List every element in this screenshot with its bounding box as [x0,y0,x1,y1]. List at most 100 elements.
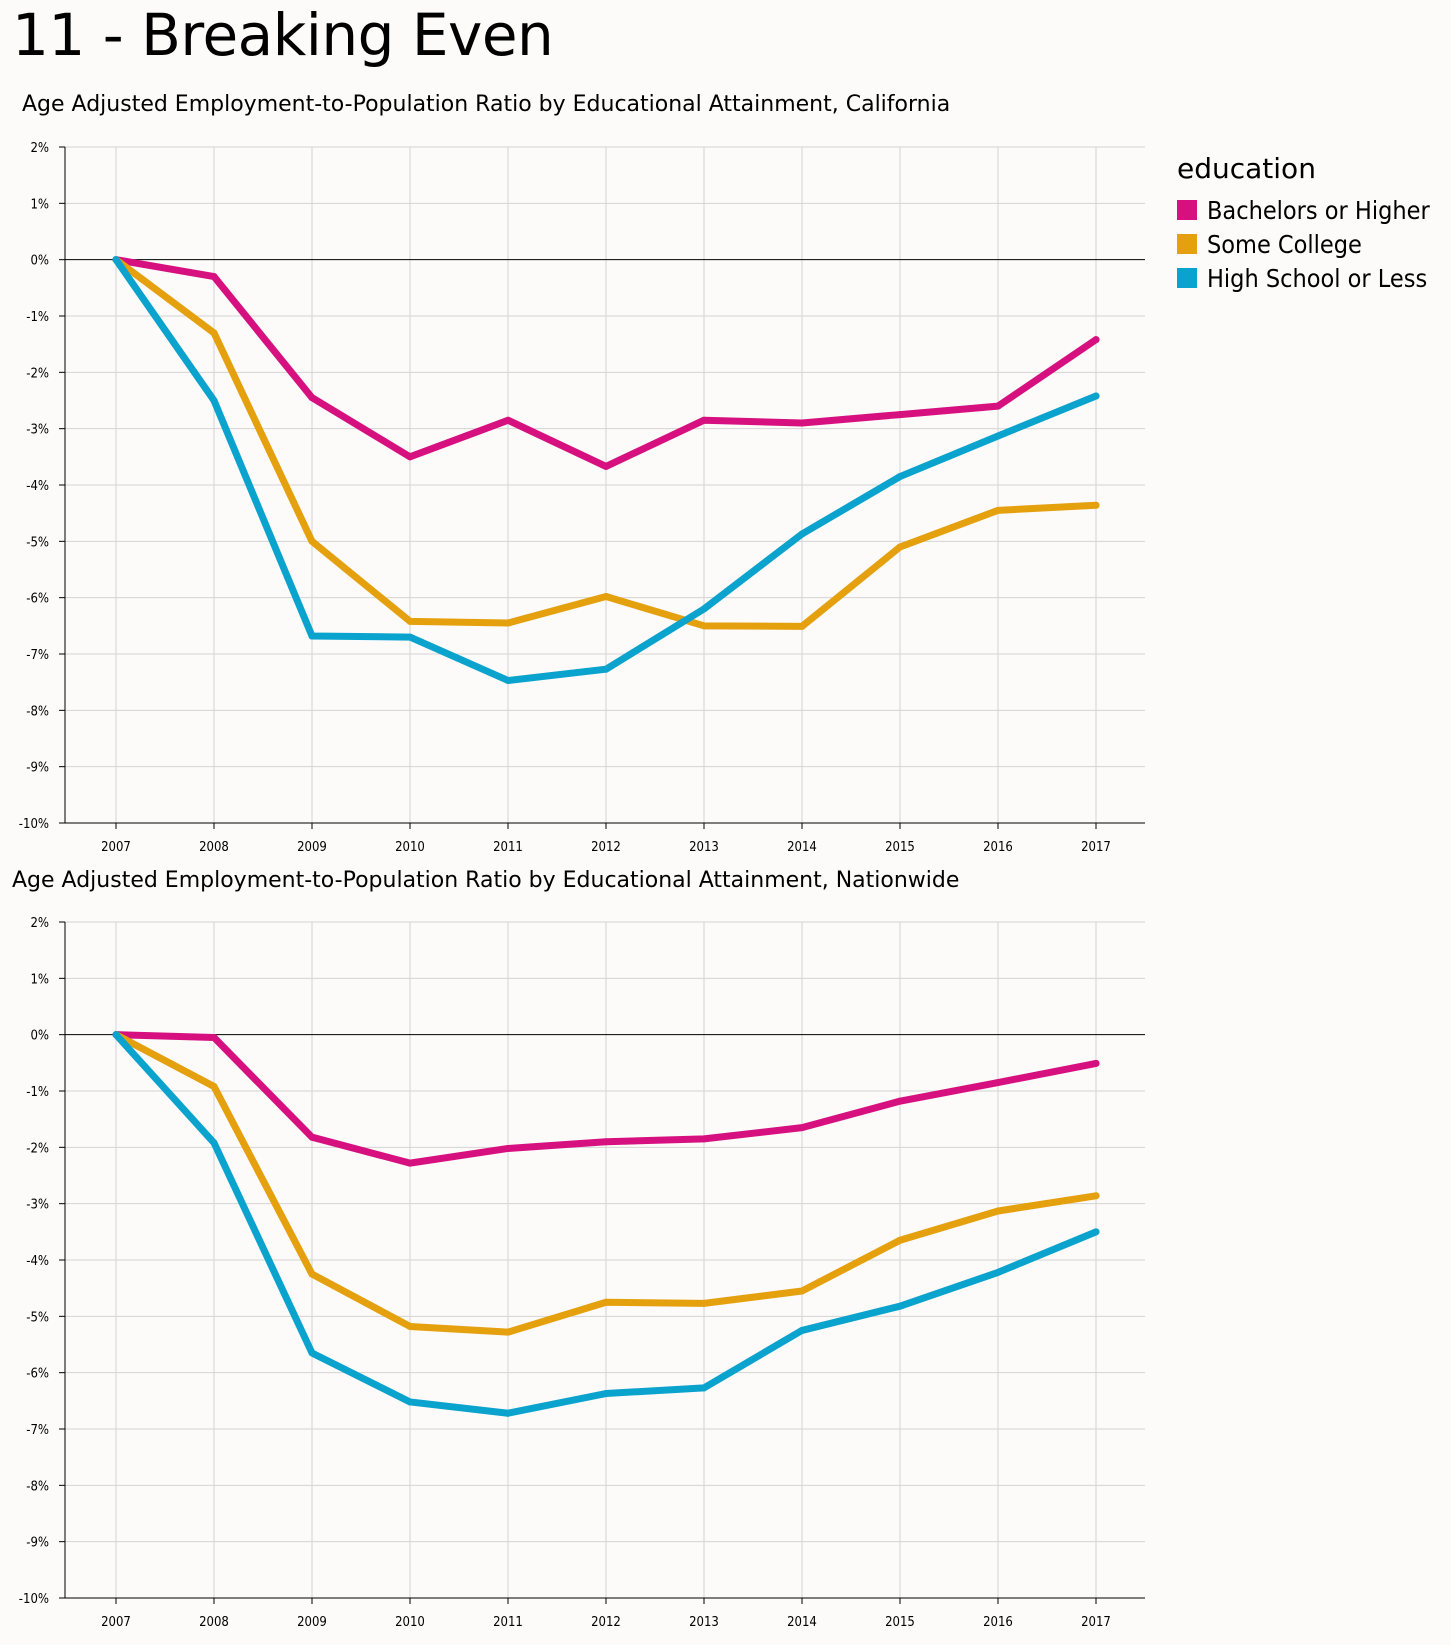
data-point-bachelors-or-higher [700,1135,708,1143]
x-tick-label: 2013 [689,840,719,855]
data-point-high-school-or-less [896,1302,904,1310]
legend-item-high-school: High School or Less [1177,261,1430,295]
x-tick-label: 2009 [297,1615,327,1630]
data-point-bachelors-or-higher [308,394,316,402]
x-tick-label: 2011 [493,840,523,855]
y-tick-label: -7% [26,648,49,663]
y-tick-label: -9% [26,1536,49,1551]
y-tick-label: 2% [30,141,49,156]
x-tick-label: 2012 [591,1615,621,1630]
y-tick-label: -5% [26,1310,49,1325]
y-tick-label: 1% [30,972,49,987]
data-point-some-college [896,1236,904,1244]
y-tick-label: -2% [26,1141,49,1156]
y-tick-label: -3% [26,423,49,438]
page-title: 11 - Breaking Even [12,1,554,69]
line-chart-california: 2% 1% 0% -1% -2% -3% -4% -5% -6% -7% -8% -9% -10% 200… [19,141,1145,855]
y-tick-label: -9% [26,761,49,776]
y-tick-label: -10% [19,817,49,832]
data-point-some-college [504,619,512,627]
data-point-bachelors-or-higher [602,1138,610,1146]
data-point-bachelors-or-higher [406,1159,414,1167]
data-point-some-college [1092,501,1100,509]
data-point-high-school-or-less [504,676,512,684]
data-point-bachelors-or-higher [798,1124,806,1132]
data-point-bachelors-or-higher [210,1033,218,1041]
y-tick-label: -4% [26,479,49,494]
data-point-bachelors-or-higher [504,416,512,424]
data-point-high-school-or-less [798,530,806,538]
legend-item-bachelors: Bachelors or Higher [1177,193,1430,227]
data-point-high-school-or-less [406,1398,414,1406]
line-chart-nationwide: 2% 1% 0% -1% -2% -3% -4% -5% -6% -7% -8% -9% -10% 200… [19,916,1145,1630]
data-point-high-school-or-less [994,1268,1002,1276]
y-tick-label: -6% [26,1367,49,1382]
data-point-high-school-or-less [210,397,218,404]
legend: education Bachelors or Higher Some Colle… [1177,152,1430,295]
data-point-some-college [700,622,708,630]
y-tick-label: -3% [26,1198,49,1213]
legend-title: education [1177,152,1316,185]
y-tick-label: 0% [30,1029,49,1044]
data-point-high-school-or-less [210,1139,218,1147]
y-tick-label: 2% [30,916,49,931]
x-tick-label: 2013 [689,1615,719,1630]
data-point-bachelors-or-higher [994,1079,1002,1087]
chart-title-california: Age Adjusted Employment-to-Population Ra… [22,92,951,117]
data-point-bachelors-or-higher [406,453,414,461]
x-tick-label: 2016 [983,840,1013,855]
data-point-some-college [308,1270,316,1278]
x-tick-label: 2015 [885,840,915,855]
legend-label: Some College [1207,229,1362,259]
data-point-high-school-or-less [700,1384,708,1392]
y-tick-label: 0% [30,254,49,269]
y-tick-label: -1% [26,1085,49,1100]
x-tick-label: 2015 [885,1615,915,1630]
data-point-high-school-or-less [1092,1228,1100,1236]
y-tick-label: -2% [26,366,49,381]
data-point-some-college [798,622,806,630]
data-point-some-college [406,617,414,625]
data-point-some-college [504,1328,512,1336]
data-point-some-college [602,593,610,601]
x-tick-label: 2010 [395,1615,425,1630]
data-point-some-college [700,1299,708,1307]
data-point-high-school-or-less [504,1409,512,1417]
x-tick-label: 2017 [1081,1615,1111,1630]
x-tick-label: 2007 [101,1615,131,1630]
data-point-bachelors-or-higher [1092,336,1100,344]
data-point-high-school-or-less [896,473,904,481]
data-point-bachelors-or-higher [1092,1059,1100,1067]
legend-swatch-high-school [1177,268,1197,288]
y-tick-label: -7% [26,1423,49,1438]
x-tick-label: 2012 [591,840,621,855]
data-point-some-college [1092,1192,1100,1200]
x-tick-label: 2008 [199,1615,229,1630]
data-point-bachelors-or-higher [504,1144,512,1152]
y-tick-label: -10% [19,1592,49,1607]
data-point-high-school-or-less [700,605,708,613]
data-point-high-school-or-less [308,632,316,640]
data-point-high-school-or-less [602,665,610,673]
data-point-high-school-or-less [112,1031,120,1039]
data-point-bachelors-or-higher [602,462,610,470]
data-point-bachelors-or-higher [308,1133,316,1141]
data-point-bachelors-or-higher [700,416,708,424]
x-tick-label: 2017 [1081,840,1111,855]
data-point-high-school-or-less [406,633,414,641]
legend-swatch-some-college [1177,234,1197,254]
x-tick-label: 2010 [395,840,425,855]
data-point-some-college [210,1082,218,1090]
legend-label: Bachelors or Higher [1207,195,1430,225]
data-point-some-college [308,537,316,545]
x-tick-label: 2014 [787,840,817,855]
data-point-high-school-or-less [602,1390,610,1398]
y-tick-label: -4% [26,1254,49,1269]
legend-item-some-college: Some College [1177,227,1430,261]
legend-label: High School or Less [1207,263,1428,293]
y-tick-label: -8% [26,1479,49,1494]
data-point-bachelors-or-higher [798,419,806,427]
data-point-some-college [994,1207,1002,1215]
y-tick-label: -6% [26,592,49,607]
data-point-some-college [896,543,904,551]
